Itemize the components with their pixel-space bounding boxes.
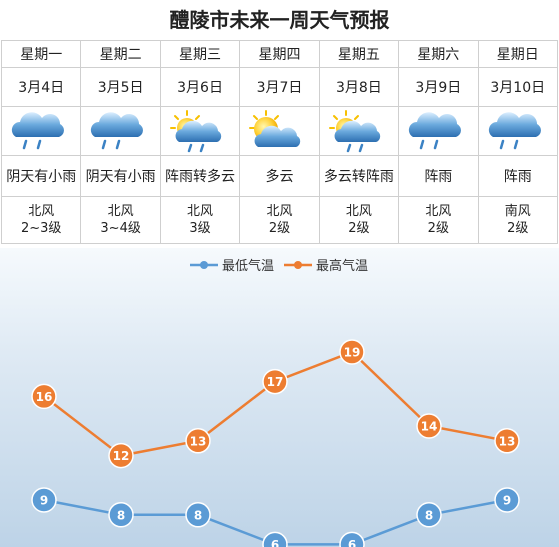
rain-cloud-icon: [408, 112, 462, 150]
weekday-cell: 星期四: [239, 40, 320, 68]
low-temp-point: [339, 531, 365, 547]
rain-cloud-icon: [488, 112, 541, 150]
weekday-row: 星期一 星期二 星期三 星期四 星期五 星期六 星期日: [0, 40, 559, 68]
weekday-cell: 星期五: [318, 40, 400, 68]
date-cell: 3月9日: [398, 67, 479, 107]
date-cell: 3月8日: [318, 67, 400, 107]
weather-cell: 阴天有小雨: [80, 155, 161, 197]
data-label: 13: [190, 434, 207, 448]
wind-cell: 北风 2~3级: [0, 196, 82, 244]
low-temp-point: [262, 531, 288, 547]
date-cell: 3月4日: [0, 67, 82, 107]
wind-level: 2级: [507, 221, 529, 236]
sun-cloud-rain-icon: [328, 110, 380, 153]
low-temp-point: [494, 487, 520, 513]
wind-cell: 北风 2级: [318, 196, 400, 244]
weekday-cell: 星期二: [80, 40, 161, 68]
icon-cell: [398, 106, 479, 156]
weekday-cell: 星期一: [0, 40, 82, 68]
data-label: 9: [40, 494, 48, 508]
icon-cell: [80, 106, 161, 156]
data-label: 14: [421, 420, 438, 434]
legend-label: 最高气温: [316, 258, 368, 274]
weekday-cell: 星期三: [159, 40, 241, 68]
icon-cell: [239, 106, 320, 156]
weekday-cell: 星期日: [477, 40, 559, 68]
wind-direction: 北风: [266, 204, 293, 219]
low-temp-point: [108, 502, 134, 528]
data-label: 8: [117, 508, 125, 522]
low-temp-point: [31, 487, 57, 513]
icon-cell: [477, 106, 559, 156]
wind-level: 3级: [189, 221, 211, 236]
weekday-cell: 星期六: [398, 40, 479, 68]
sun-cloud-icon: [249, 110, 301, 147]
data-label: 13: [499, 434, 516, 448]
data-label: 8: [194, 508, 202, 522]
icon-cell: [159, 106, 241, 156]
high-temp-point: [262, 368, 288, 395]
forecast-table: 星期一 星期二 星期三 星期四 星期五 星期六 星期日 3月4日 3月5日 3月…: [0, 40, 559, 244]
wind-direction: 北风: [107, 204, 134, 219]
data-label: 12: [113, 449, 130, 463]
high-temp-point: [185, 428, 211, 454]
sun-cloud-rain-icon: [169, 110, 222, 153]
wind-direction: 南风: [504, 204, 531, 219]
date-row: 3月4日 3月5日 3月6日 3月7日 3月8日 3月9日 3月10日: [0, 67, 559, 107]
data-label: 8: [425, 508, 433, 522]
date-cell: 3月6日: [159, 67, 241, 107]
wind-level: 2级: [427, 221, 449, 236]
data-label: 6: [271, 538, 279, 547]
data-label: 16: [36, 390, 53, 404]
legend-marker: [294, 261, 302, 269]
legend-marker: [200, 261, 208, 269]
data-label: 19: [344, 346, 361, 360]
wind-direction: 北风: [28, 204, 55, 219]
weather-row: 阴天有小雨 阴天有小雨 阵雨转多云 多云 多云转阵雨 阵雨 阵雨: [0, 155, 559, 197]
low-temp-point: [185, 502, 211, 528]
weather-cell: 多云转阵雨: [318, 155, 400, 197]
data-label: 6: [348, 538, 356, 547]
icon-cell: [318, 106, 400, 156]
wind-level: 2~3级: [20, 221, 62, 236]
high-temp-point: [31, 383, 57, 410]
wind-level: 3~4级: [100, 221, 141, 236]
high-temp-point: [494, 428, 520, 454]
page-title: 醴陵市未来一周天气预报: [0, 0, 559, 40]
wind-direction: 北风: [345, 204, 372, 219]
rain-cloud-icon: [11, 112, 64, 150]
weather-cell: 阵雨: [398, 155, 479, 197]
date-cell: 3月7日: [239, 67, 320, 107]
high-temp-point: [108, 442, 134, 469]
wind-level: 2级: [348, 221, 370, 236]
weather-cell: 阵雨转多云: [159, 155, 241, 197]
date-cell: 3月5日: [80, 67, 161, 107]
icon-cell: [0, 106, 82, 156]
wind-direction: 北风: [425, 204, 452, 219]
wind-cell: 南风 2级: [477, 196, 559, 244]
wind-cell: 北风 2级: [398, 196, 479, 244]
data-label: 9: [503, 494, 511, 508]
wind-cell: 北风 3~4级: [80, 196, 161, 244]
icon-row: [0, 106, 559, 156]
temperature-chart-svg: 最低气温 最高气温 9 8 8 6 6 8 9 16 12 13 17 19 14 13: [31, 258, 520, 547]
wind-row: 北风 2~3级 北风 3~4级 北风 3级 北风 2级 北风 2级 北风 2级 南风 2级: [0, 196, 559, 244]
weather-cell: 多云: [239, 155, 320, 197]
weather-cell: 阵雨: [477, 155, 559, 197]
low-temp-point: [416, 502, 442, 528]
data-label: 17: [267, 375, 284, 389]
wind-level: 2级: [268, 221, 291, 236]
wind-direction: 北风: [187, 204, 214, 219]
legend-label: 最低气温: [222, 258, 274, 274]
weather-cell: 阴天有小雨: [0, 155, 82, 197]
date-cell: 3月10日: [477, 67, 559, 107]
high-temp-line: [43, 350, 508, 457]
temperature-chart: 最低气温 最高气温 9 8 8 6 6 8 9 16 12 13 17 19 14 13: [0, 248, 559, 547]
rain-cloud-icon: [91, 112, 144, 150]
high-temp-point: [339, 339, 365, 365]
high-temp-point: [416, 413, 442, 439]
wind-cell: 北风 3级: [159, 196, 241, 244]
wind-cell: 北风 2级: [239, 196, 320, 244]
